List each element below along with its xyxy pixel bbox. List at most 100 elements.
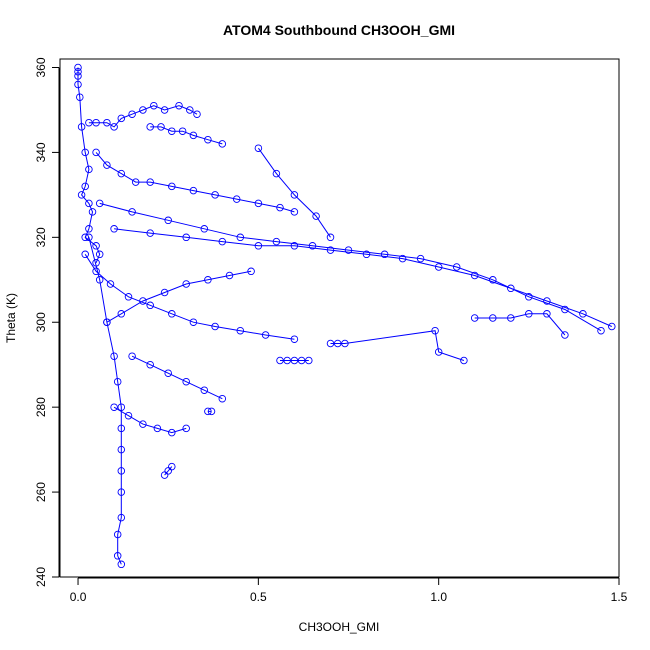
data-point bbox=[85, 118, 93, 127]
data-point bbox=[160, 106, 169, 114]
data-point bbox=[74, 63, 82, 72]
data-point bbox=[117, 403, 126, 411]
data-point bbox=[110, 123, 118, 131]
data-point bbox=[218, 140, 227, 148]
data-point bbox=[452, 263, 461, 271]
data-point bbox=[81, 233, 89, 242]
series-14 bbox=[204, 407, 216, 416]
y-axis: 240 260 280 300 320 340 360 bbox=[34, 57, 60, 587]
data-point bbox=[182, 233, 190, 242]
data-point bbox=[608, 322, 616, 331]
data-point bbox=[189, 186, 198, 195]
data-point bbox=[131, 178, 140, 186]
series-line bbox=[330, 330, 465, 361]
data-point bbox=[182, 280, 190, 288]
data-point bbox=[92, 148, 100, 157]
data-point bbox=[117, 310, 126, 318]
data-point bbox=[290, 356, 299, 365]
data-point bbox=[160, 471, 169, 479]
data-point bbox=[106, 280, 115, 288]
data-point bbox=[207, 407, 216, 416]
data-point bbox=[305, 356, 313, 365]
data-point bbox=[254, 144, 263, 152]
data-point bbox=[434, 263, 443, 271]
data-point bbox=[77, 191, 86, 199]
data-point bbox=[74, 80, 82, 89]
series-11 bbox=[326, 326, 468, 365]
data-point bbox=[85, 225, 93, 233]
data-point bbox=[200, 386, 209, 394]
data-point bbox=[157, 123, 165, 131]
data-point bbox=[81, 250, 89, 259]
data-point bbox=[276, 203, 284, 212]
data-point bbox=[113, 377, 122, 386]
data-point bbox=[225, 271, 234, 280]
data-point bbox=[168, 127, 176, 135]
data-point bbox=[579, 310, 587, 318]
y-tick-label: 320 bbox=[34, 227, 48, 247]
data-point bbox=[146, 229, 154, 237]
data-point bbox=[117, 169, 126, 178]
y-tick-label: 360 bbox=[34, 57, 48, 77]
data-point bbox=[128, 208, 136, 216]
series-line bbox=[113, 406, 187, 434]
data-point bbox=[103, 118, 111, 127]
data-point bbox=[344, 246, 353, 254]
data-point bbox=[326, 233, 335, 242]
series-line bbox=[77, 67, 101, 263]
plot-area bbox=[74, 63, 616, 569]
data-point bbox=[103, 161, 111, 169]
data-point bbox=[290, 335, 299, 343]
data-point bbox=[236, 326, 245, 335]
data-point bbox=[362, 250, 371, 259]
data-point bbox=[81, 148, 89, 157]
data-point bbox=[261, 331, 270, 339]
data-point bbox=[204, 276, 212, 284]
series-line bbox=[88, 105, 198, 128]
data-point bbox=[128, 110, 136, 118]
series-15 bbox=[254, 144, 335, 242]
data-point bbox=[117, 488, 126, 496]
data-point bbox=[117, 513, 126, 522]
data-point bbox=[460, 356, 468, 365]
data-point bbox=[146, 178, 154, 186]
data-point bbox=[74, 67, 82, 76]
data-point bbox=[326, 339, 335, 348]
data-point bbox=[272, 169, 281, 178]
data-point bbox=[85, 165, 93, 174]
series-line bbox=[114, 228, 613, 327]
series-line bbox=[257, 147, 331, 238]
data-point bbox=[470, 314, 479, 322]
series-7 bbox=[85, 233, 126, 569]
data-point bbox=[489, 276, 497, 284]
data-point bbox=[139, 297, 147, 305]
x-axis: 0.0 0.5 1.0 1.5 bbox=[70, 577, 628, 604]
series-10 bbox=[276, 356, 313, 365]
data-point bbox=[110, 403, 118, 411]
data-point bbox=[92, 267, 100, 276]
data-point bbox=[186, 106, 194, 114]
y-tick-label: 260 bbox=[34, 482, 48, 502]
data-point bbox=[416, 254, 425, 263]
data-point bbox=[308, 242, 317, 250]
data-point bbox=[124, 411, 133, 420]
data-point bbox=[247, 267, 255, 276]
data-point bbox=[113, 552, 122, 560]
data-point bbox=[489, 314, 497, 322]
series-3 bbox=[146, 123, 227, 148]
series-17 bbox=[470, 310, 569, 339]
data-point bbox=[204, 135, 212, 144]
data-point bbox=[128, 352, 136, 360]
data-point bbox=[175, 101, 183, 110]
series-line bbox=[99, 202, 602, 332]
data-point bbox=[290, 242, 299, 250]
series-4 bbox=[92, 148, 299, 216]
series-2 bbox=[85, 101, 201, 131]
data-point bbox=[561, 331, 569, 339]
series-1 bbox=[74, 63, 104, 267]
data-point bbox=[211, 191, 219, 199]
data-point bbox=[182, 424, 190, 433]
data-point bbox=[380, 250, 389, 259]
plot-frame bbox=[59, 58, 620, 578]
